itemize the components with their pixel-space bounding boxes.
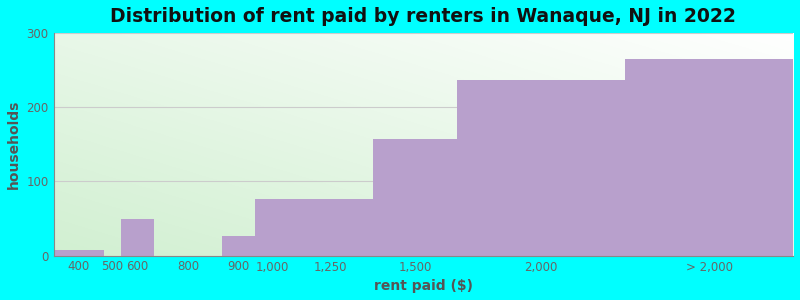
Y-axis label: households: households: [7, 100, 21, 189]
Bar: [255, 199, 289, 256]
Bar: [121, 218, 154, 256]
X-axis label: rent paid ($): rent paid ($): [374, 279, 473, 293]
Bar: [373, 139, 457, 256]
Title: Distribution of rent paid by renters in Wanaque, NJ in 2022: Distribution of rent paid by renters in …: [110, 7, 736, 26]
Bar: [289, 199, 373, 256]
Bar: [625, 59, 793, 256]
Bar: [54, 250, 104, 256]
Bar: [457, 80, 625, 256]
Bar: [222, 236, 255, 256]
